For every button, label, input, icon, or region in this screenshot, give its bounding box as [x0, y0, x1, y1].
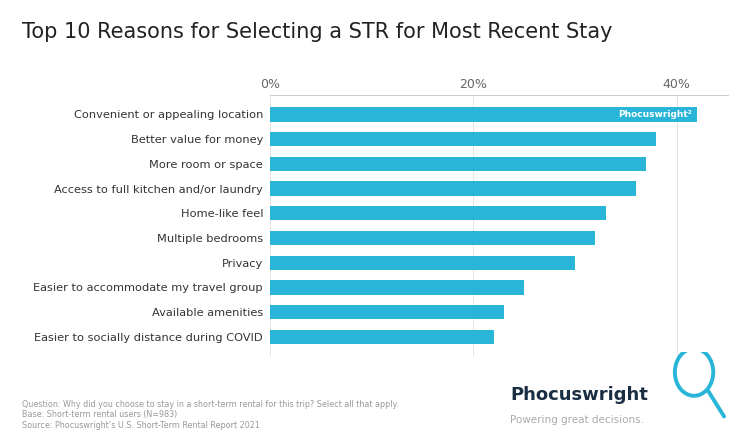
Text: Powering great decisions.: Powering great decisions.	[510, 415, 644, 425]
Bar	[270, 280, 524, 295]
Bar	[270, 206, 605, 220]
Text: Phocuswright: Phocuswright	[510, 386, 648, 404]
Text: Phocuswright²: Phocuswright²	[618, 110, 692, 119]
Bar	[270, 107, 697, 122]
Bar	[270, 181, 636, 196]
Bar	[270, 157, 646, 171]
Bar	[270, 330, 494, 344]
Text: Question: Why did you choose to stay in a short-term rental for this trip? Selec: Question: Why did you choose to stay in …	[22, 400, 399, 430]
Bar	[270, 256, 575, 270]
Bar	[270, 305, 504, 319]
Bar	[270, 231, 596, 245]
Text: Top 10 Reasons for Selecting a STR for Most Recent Stay: Top 10 Reasons for Selecting a STR for M…	[22, 22, 613, 42]
Bar	[270, 132, 656, 146]
